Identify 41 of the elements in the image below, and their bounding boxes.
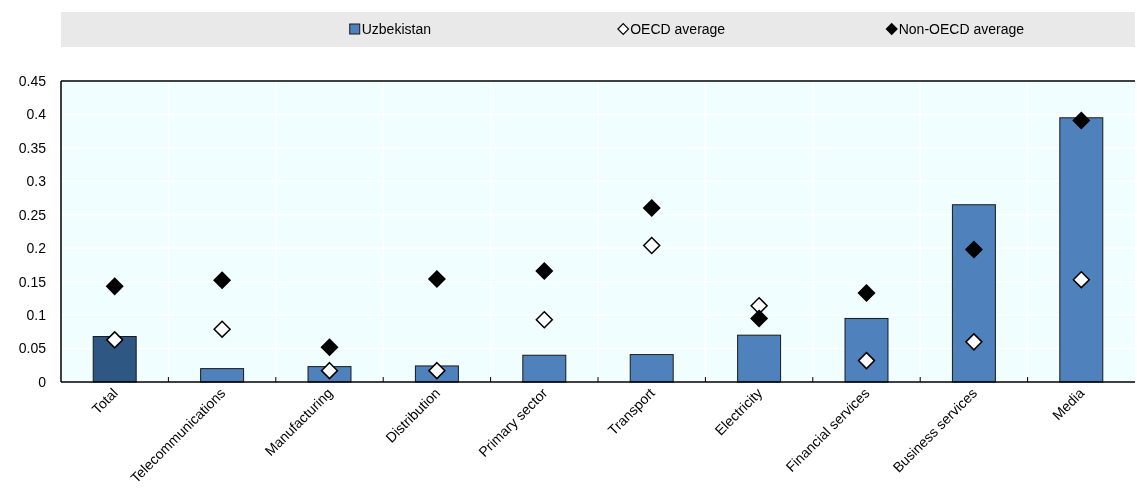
point <box>213 271 231 290</box>
point <box>213 320 231 338</box>
point <box>428 361 446 380</box>
y-tick-label: 0.05 <box>18 340 47 357</box>
y-tick-label: 0.35 <box>18 139 47 156</box>
bar <box>92 336 137 383</box>
y-tick-label: 0.1 <box>26 307 47 324</box>
point <box>642 199 661 217</box>
y-tick-label: 0.45 <box>18 72 47 89</box>
bar <box>1059 117 1104 383</box>
point <box>857 351 876 370</box>
y-tick-label: 0.4 <box>26 106 47 123</box>
point <box>1072 270 1091 289</box>
point <box>535 262 554 280</box>
bar <box>737 334 782 383</box>
point <box>965 240 983 259</box>
y-tick-label: 0.2 <box>26 240 47 257</box>
point <box>750 297 768 315</box>
bar <box>844 317 889 383</box>
legend-label: Non-OECD average <box>898 21 1025 37</box>
point <box>965 333 983 351</box>
bar <box>200 368 245 383</box>
point <box>320 338 339 356</box>
point <box>535 311 554 329</box>
point <box>105 331 124 349</box>
point <box>750 309 768 328</box>
bar <box>522 354 567 383</box>
y-tick-label: 0.15 <box>18 273 47 290</box>
legend-label: Uzbekistan <box>361 21 431 37</box>
point <box>320 361 339 380</box>
point <box>105 277 124 296</box>
point <box>1072 111 1091 130</box>
y-tick-label: 0.3 <box>26 173 47 190</box>
y-tick-label: 0.25 <box>18 206 47 223</box>
legend-label: OECD average <box>630 21 726 37</box>
bar <box>951 204 996 383</box>
point <box>428 270 446 288</box>
y-tick-label: 0 <box>38 373 47 390</box>
point <box>857 284 876 302</box>
point <box>642 236 661 255</box>
bar <box>629 354 674 383</box>
